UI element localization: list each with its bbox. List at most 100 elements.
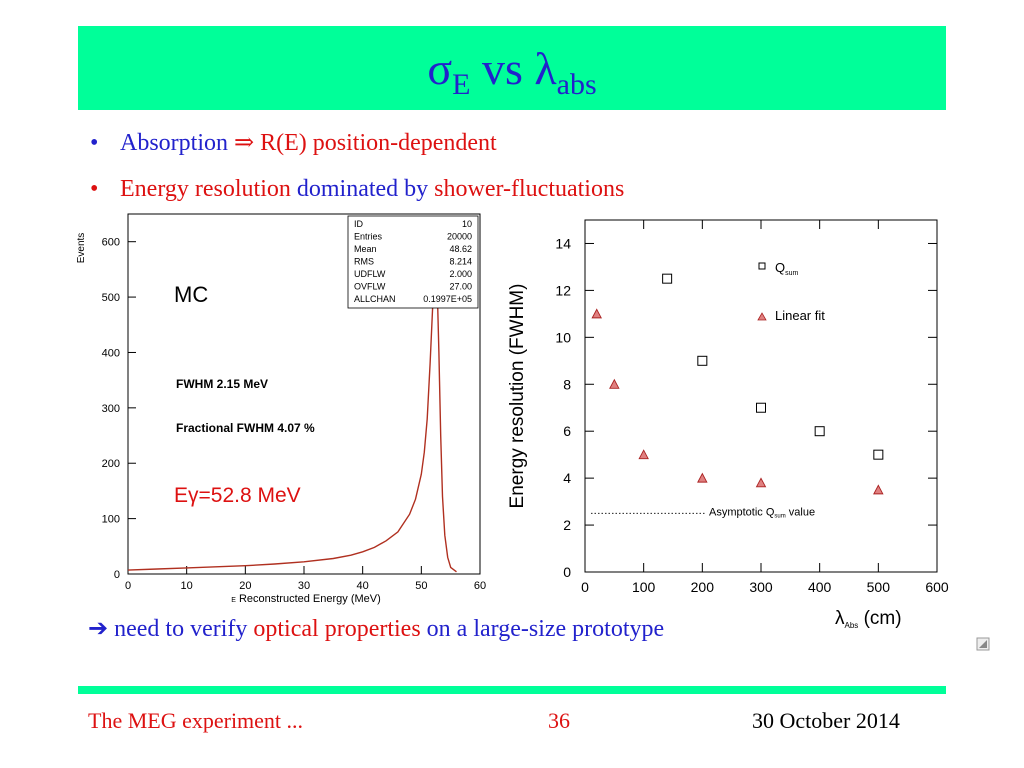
x-axis-text: Reconstructed Energy (MeV)	[239, 593, 381, 605]
stats-key: Entries	[354, 232, 383, 242]
resolution-scatter-plot: Energy resolution (FWHM) 0 2 4 6 8 10 12 14 0 10…	[507, 219, 949, 630]
fwhm-label: FWHM 2.15 MeV	[176, 377, 268, 391]
fractional-fwhm-label: Fractional FWHM 4.07 %	[176, 421, 315, 435]
implies-arrow: ⇒	[234, 130, 255, 156]
legend-triangle-marker	[757, 312, 767, 321]
x-tick-label: 200	[691, 579, 715, 595]
title-vs: vs	[470, 43, 535, 94]
x-tick-label: 0	[581, 579, 589, 595]
right-arrow-icon: ➔	[88, 614, 109, 642]
asymptote-label-sub: sum	[774, 513, 785, 519]
asymptote-label-text: Asymptotic Q	[709, 506, 775, 518]
stats-value: 2.000	[449, 269, 472, 279]
x-ticks: 0 100 200 300 400 500 600	[581, 220, 949, 595]
y-tick-label: 8	[563, 376, 571, 392]
stats-value: 20000	[447, 232, 472, 242]
qsum-point	[873, 449, 884, 460]
y-tick-label: 4	[563, 470, 571, 486]
stats-rows: ID 10 Entries 20000 Mean 48.62 RMS 8.214 UDFLW 2.…	[354, 219, 472, 304]
stats-key: ALLCHAN	[354, 294, 396, 304]
title-sub-abs: abs	[556, 68, 597, 101]
stats-value: 27.00	[449, 282, 472, 292]
qsum-point	[756, 402, 766, 413]
bullet-dot: •	[90, 130, 99, 156]
x-axis-sub: Abs	[845, 621, 859, 630]
x-tick-label: 600	[925, 579, 949, 595]
x-tick-label: 30	[298, 580, 310, 592]
y-tick-label: 0	[114, 569, 120, 581]
conclusion-text: need to verify	[108, 616, 254, 642]
bullet-text: dominated by	[290, 176, 435, 202]
x-tick-label: 400	[808, 579, 832, 595]
title-bar: σE vs λabs	[78, 26, 946, 110]
y-tick-label: 200	[102, 458, 120, 470]
bullet-text: shower-fluctuations	[434, 176, 625, 202]
footer-rule	[78, 686, 946, 694]
linear-fit-point	[697, 472, 708, 483]
qsum-point	[662, 273, 673, 284]
x-axis-unit: (cm)	[858, 608, 901, 629]
x-axis-label: E Reconstructed Energy (MeV)	[231, 593, 381, 605]
legend-qsum-name: Q	[775, 260, 785, 275]
y-tick-label: 300	[102, 403, 120, 415]
y-axis-label: Events	[76, 233, 87, 264]
x-tick-label: 100	[632, 579, 656, 595]
legend-qsum-sub: sum	[785, 270, 798, 277]
stats-box	[347, 215, 479, 309]
bullet-text: Absorption	[120, 130, 234, 156]
asymptote-label: Asymptotic Qsum value	[709, 506, 815, 519]
page-number: 36	[548, 708, 570, 733]
linear-fit-point	[638, 449, 649, 460]
y-ticks: 0 100 200 300 400 500 600	[102, 237, 136, 581]
scatter-frame	[584, 219, 938, 573]
footer-date: 30 October 2014	[752, 708, 900, 733]
qsum-point	[697, 355, 708, 366]
scatter-points	[591, 273, 884, 495]
bullet-absorption: • Absorption ⇒ R(E) position-dependent	[90, 128, 497, 157]
x-tick-label: 50	[415, 580, 427, 592]
x-tick-label: 0	[125, 580, 131, 592]
bullet-dot: •	[90, 176, 99, 202]
stats-value: 0.1997E+05	[423, 294, 472, 304]
histogram-plot: Events 0 100 200 300 400 500 600 0 10 20 30 40 50 60…	[76, 213, 486, 605]
y-axis-label: Energy resolution (FWHM)	[507, 284, 528, 509]
qsum-point	[814, 426, 825, 437]
y-tick-label: 6	[563, 423, 571, 439]
y-tick-label: 2	[563, 517, 571, 533]
y-tick-label: 100	[102, 514, 120, 526]
stats-value: 48.62	[449, 244, 472, 254]
x-tick-label: 60	[474, 580, 486, 592]
linear-fit-point	[755, 477, 767, 488]
slide-title: σE vs λabs	[78, 42, 946, 102]
x-axis-label: λAbs (cm)	[835, 608, 902, 630]
conclusion-line: ➔ need to verify optical properties on a…	[88, 614, 664, 643]
bullet-energy-resolution: • Energy resolution dominated by shower-f…	[90, 176, 624, 203]
title-sub-e: E	[452, 68, 471, 101]
linear-fit-point	[609, 378, 620, 389]
y-tick-label: 500	[102, 292, 120, 304]
linear-fit-point	[591, 308, 602, 319]
stats-key: Mean	[354, 244, 377, 254]
x-axis-prefix: E	[231, 597, 236, 604]
x-tick-label: 10	[181, 580, 193, 592]
y-tick-label: 0	[563, 564, 571, 580]
conclusion-text: optical properties	[253, 616, 421, 642]
y-tick-label: 12	[555, 282, 571, 298]
x-tick-label: 500	[867, 579, 891, 595]
x-tick-label: 20	[239, 580, 251, 592]
x-ticks: 0 10 20 30 40 50 60	[125, 566, 486, 592]
linear-fit-point	[873, 484, 884, 495]
slide-corner-icon[interactable]	[976, 637, 990, 651]
stats-key: UDFLW	[354, 269, 386, 279]
x-axis-lambda: λ	[835, 608, 845, 629]
x-tick-label: 40	[357, 580, 369, 592]
stats-key: RMS	[354, 257, 374, 267]
stats-value: 10	[462, 219, 472, 229]
mc-label: MC	[174, 282, 208, 307]
conclusion-text: on a large-size prototype	[420, 616, 665, 642]
legend-square-marker	[758, 262, 766, 270]
title-lambda: λ	[534, 43, 557, 94]
histogram-series-line	[127, 236, 457, 573]
asymptote-label-end: value	[786, 506, 815, 518]
egamma-label: Eγ=52.8 MeV	[174, 484, 301, 507]
